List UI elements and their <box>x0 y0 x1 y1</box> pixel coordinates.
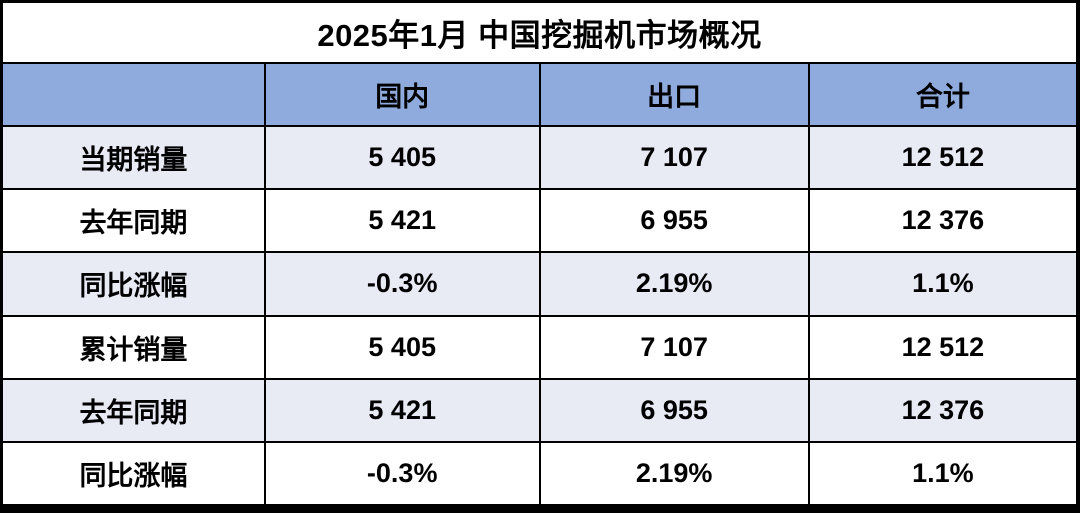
table-row-yoy-change: 同比涨幅 -0.3% 2.19% 1.1% <box>3 253 1076 315</box>
value-domestic: 5 405 <box>265 316 539 378</box>
value-total: 12 512 <box>809 316 1076 378</box>
value-export: 6 955 <box>540 379 808 441</box>
value-domestic: 5 421 <box>265 379 539 441</box>
column-header-export: 出口 <box>540 64 808 126</box>
table-row-current-sales: 当期销量 5 405 7 107 12 512 <box>3 127 1076 189</box>
value-export: 7 107 <box>540 127 808 189</box>
header-empty-cell <box>3 64 264 126</box>
row-label: 去年同期 <box>3 379 264 441</box>
value-total: 1.1% <box>809 442 1076 504</box>
value-total: 12 376 <box>809 379 1076 441</box>
value-domestic: -0.3% <box>265 442 539 504</box>
table-title-row: 2025年1月 中国挖掘机市场概况 <box>3 3 1076 62</box>
row-label: 累计销量 <box>3 316 264 378</box>
value-total: 1.1% <box>809 253 1076 315</box>
row-label: 同比涨幅 <box>3 253 264 315</box>
column-header-total: 合计 <box>809 64 1076 126</box>
value-export: 7 107 <box>540 316 808 378</box>
value-export: 2.19% <box>540 253 808 315</box>
table-header-row: 国内 出口 合计 <box>3 64 1076 126</box>
value-domestic: 5 421 <box>265 190 539 252</box>
column-header-domestic: 国内 <box>265 64 539 126</box>
value-export: 6 955 <box>540 190 808 252</box>
value-total: 12 512 <box>809 127 1076 189</box>
value-domestic: -0.3% <box>265 253 539 315</box>
row-label: 当期销量 <box>3 127 264 189</box>
value-export: 2.19% <box>540 442 808 504</box>
row-label: 同比涨幅 <box>3 442 264 504</box>
table-title: 2025年1月 中国挖掘机市场概况 <box>317 18 762 53</box>
row-label: 去年同期 <box>3 190 264 252</box>
table-row-cumulative-last-year: 去年同期 5 421 6 955 12 376 <box>3 379 1076 441</box>
value-domestic: 5 405 <box>265 127 539 189</box>
value-total: 12 376 <box>809 190 1076 252</box>
table-row-last-year: 去年同期 5 421 6 955 12 376 <box>3 190 1076 252</box>
table-row-cumulative-yoy-change: 同比涨幅 -0.3% 2.19% 1.1% <box>3 442 1076 504</box>
table-row-cumulative-sales: 累计销量 5 405 7 107 12 512 <box>3 316 1076 378</box>
